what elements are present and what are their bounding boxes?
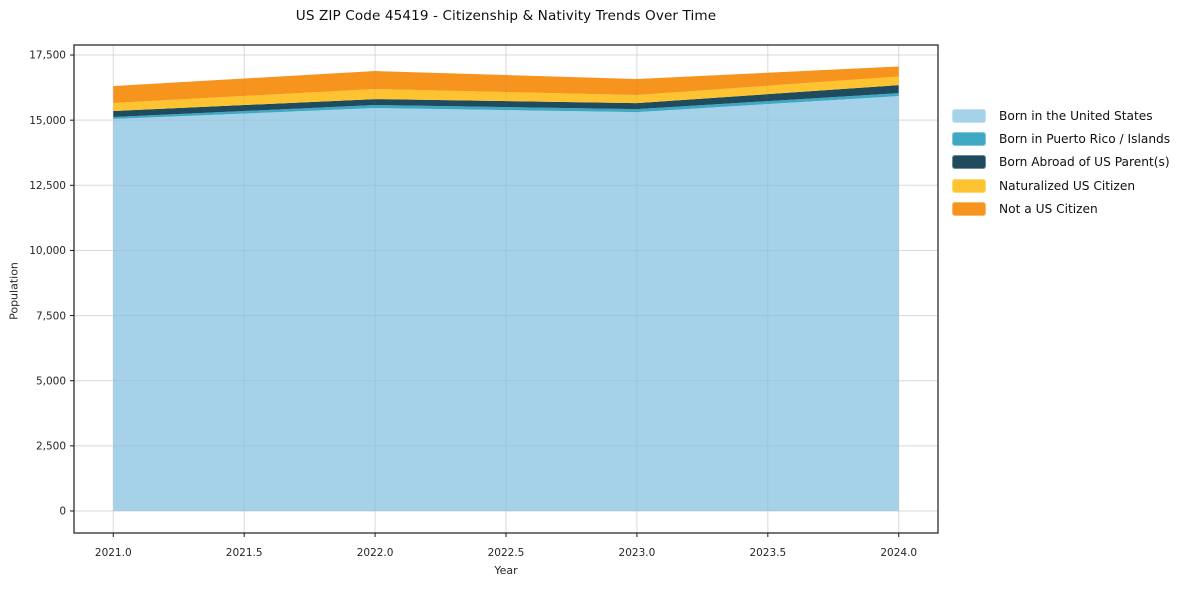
y-tick-label: 5,000 — [36, 375, 66, 387]
gridlines-overlay — [74, 45, 938, 533]
legend-label: Born in Puerto Rico / Islands — [999, 131, 1171, 146]
y-axis-label: Population — [7, 262, 21, 320]
y-tick-label: 12,500 — [29, 180, 66, 192]
chart-title: US ZIP Code 45419 - Citizenship & Nativi… — [295, 8, 717, 24]
legend-swatch — [952, 132, 986, 147]
x-tick-label: 2022.0 — [357, 547, 394, 559]
legend-item-born-abroad-of-us-parent-s: Born Abroad of US Parent(s) — [952, 151, 1170, 174]
x-axis-label: Year — [494, 564, 518, 577]
legend-label: Naturalized US Citizen — [999, 178, 1136, 193]
legend-swatch — [952, 202, 986, 217]
area-born-abroad-of-us-parent-s — [113, 85, 899, 118]
area-naturalized-us-citizen — [113, 76, 899, 112]
tick-marks — [70, 54, 900, 537]
y-tick-label: 17,500 — [29, 50, 66, 62]
legend: Born in the United States Born in Puerto … — [952, 104, 1170, 221]
legend-item-born-in-the-united-states: Born in the United States — [952, 104, 1170, 127]
y-tick-label: 7,500 — [36, 310, 66, 322]
legend-item-not-a-us-citizen: Not a US Citizen — [952, 198, 1170, 221]
x-tick-label: 2024.0 — [880, 547, 917, 559]
y-tick-label: 15,000 — [29, 115, 66, 127]
legend-label: Born in the United States — [999, 108, 1153, 123]
x-tick-label: 2022.5 — [488, 547, 525, 559]
y-tick-label: 2,500 — [36, 441, 66, 453]
legend-swatch — [952, 108, 986, 123]
x-tick-label: 2021.0 — [95, 547, 132, 559]
area-not-a-us-citizen — [113, 66, 899, 103]
legend-swatch — [952, 178, 986, 193]
area-born-in-the-united-states — [113, 96, 899, 511]
x-tick-label: 2023.0 — [619, 547, 656, 559]
legend-item-born-in-puerto-rico-islands: Born in Puerto Rico / Islands — [952, 127, 1170, 150]
stacked-areas — [113, 66, 899, 511]
legend-label: Not a US Citizen — [999, 202, 1098, 217]
tick-labels: 2021.0 2021.5 2022.0 2022.5 2023.0 2023.5 2024… — [29, 50, 917, 559]
legend-item-naturalized-us-citizen: Naturalized US Citizen — [952, 174, 1170, 197]
y-tick-label: 0 — [59, 506, 66, 518]
y-tick-label: 10,000 — [29, 245, 66, 257]
legend-label: Born Abroad of US Parent(s) — [999, 155, 1170, 170]
x-tick-label: 2023.5 — [749, 547, 786, 559]
legend-swatch — [952, 155, 986, 170]
x-tick-label: 2021.5 — [226, 547, 263, 559]
